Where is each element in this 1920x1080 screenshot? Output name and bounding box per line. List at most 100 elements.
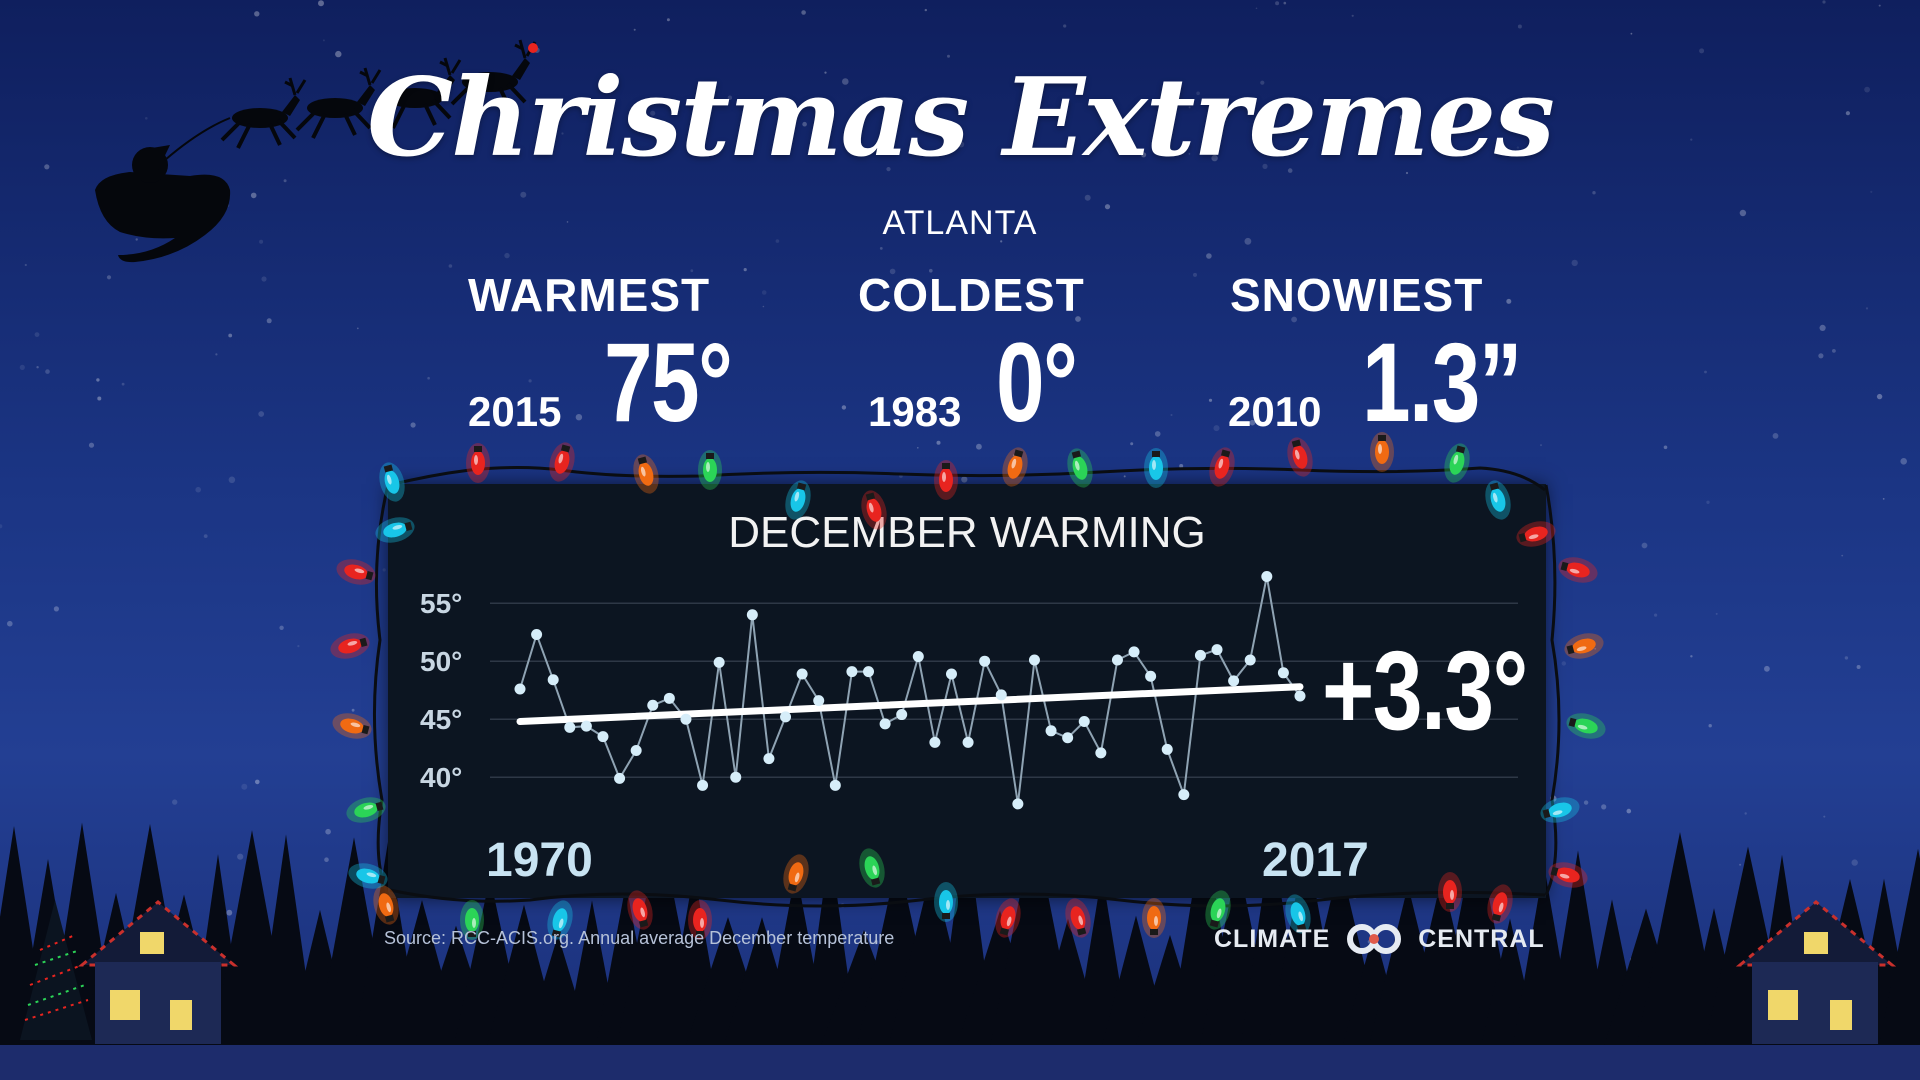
trend-line — [516, 683, 1304, 726]
snowflake — [195, 486, 201, 493]
snowflake — [1260, 80, 1265, 85]
snowflake — [917, 447, 919, 449]
snowflake — [1170, 414, 1173, 416]
snowflake — [1104, 204, 1111, 210]
snowflake — [1844, 656, 1849, 660]
snowflake — [356, 327, 359, 330]
snowflake — [96, 378, 100, 382]
snowflake — [1819, 324, 1826, 331]
snowflake — [254, 779, 260, 785]
snowflake — [1699, 48, 1705, 54]
data-point — [1012, 798, 1024, 810]
snowflake — [1283, 1, 1287, 5]
snowflake — [254, 11, 260, 17]
snowflake — [410, 422, 416, 428]
y-tick-label: 45° — [420, 704, 462, 735]
snowflake — [19, 364, 25, 370]
snowflake — [1706, 500, 1710, 504]
snowflake — [727, 95, 733, 100]
data-point — [1244, 654, 1256, 666]
snowflake — [203, 534, 208, 538]
snowflake — [1029, 299, 1033, 303]
snowflake — [7, 620, 13, 627]
snowflake — [1141, 152, 1147, 158]
snowflake — [1876, 393, 1883, 400]
snowflake — [1832, 349, 1836, 353]
page-title: Christmas Extremes — [367, 55, 1555, 181]
snowflake — [241, 783, 248, 790]
snowflake — [520, 191, 527, 198]
snowflake — [761, 290, 767, 295]
snowflake — [886, 167, 891, 172]
snowflake — [45, 369, 50, 374]
snowflake — [504, 252, 510, 259]
data-point — [1128, 646, 1140, 658]
snowflake — [228, 476, 236, 484]
snowflake — [1715, 612, 1718, 615]
snowflake — [1291, 316, 1297, 323]
stat-label: SNOWIEST — [1230, 269, 1484, 321]
snowflake — [88, 442, 95, 448]
snowflake — [1211, 154, 1218, 162]
data-point — [1178, 789, 1190, 801]
snowflake — [325, 828, 331, 835]
snowflake — [1822, 0, 1826, 4]
snowflake — [927, 110, 932, 115]
snowflake — [1154, 431, 1161, 437]
snowflake — [976, 443, 982, 450]
snowflake — [879, 247, 883, 250]
snowflake — [690, 269, 694, 273]
data-point — [962, 736, 974, 748]
stat-value: 1.3” — [1362, 320, 1522, 445]
data-point — [979, 655, 991, 667]
snowflake — [258, 411, 265, 417]
data-point — [796, 668, 808, 680]
snowflake — [1690, 655, 1693, 658]
data-point — [763, 753, 775, 765]
snowflake — [215, 353, 218, 356]
snowflake — [297, 645, 300, 648]
snowflake — [743, 268, 747, 272]
data-point — [1294, 690, 1306, 702]
snowflake — [1188, 153, 1191, 155]
snowflake — [666, 18, 670, 22]
snowflake — [1506, 298, 1512, 304]
snowflake — [1583, 800, 1589, 805]
snowflake — [1399, 114, 1406, 120]
snowflake — [1405, 171, 1409, 175]
snowflake — [1818, 353, 1824, 359]
snowflake — [279, 625, 284, 630]
city-subtitle: ATLANTA — [882, 204, 1038, 242]
snowflake — [1244, 237, 1252, 245]
data-point — [1261, 571, 1273, 583]
snowflake — [1865, 307, 1869, 310]
snowflake — [427, 376, 430, 380]
data-point — [614, 772, 626, 784]
snowflake — [1000, 240, 1003, 243]
data-point — [647, 699, 659, 711]
snowflake — [1075, 316, 1081, 322]
snowflake — [1663, 445, 1668, 450]
x-end-label: 2017 — [1262, 834, 1369, 887]
snowflake — [1188, 106, 1191, 109]
snowflake — [351, 708, 355, 712]
data-point — [597, 731, 609, 743]
snowflake — [1351, 14, 1354, 17]
data-point — [813, 695, 825, 707]
snowflake — [34, 332, 40, 337]
stat-label: WARMEST — [468, 269, 711, 321]
snowflake — [936, 440, 941, 445]
snowflake — [1540, 444, 1542, 447]
snowflake — [1592, 191, 1596, 195]
data-point — [1028, 654, 1040, 666]
brand-right-text: CENTRAL — [1418, 924, 1545, 953]
snowflake — [1626, 808, 1632, 814]
data-point — [829, 779, 841, 791]
snowflake — [575, 414, 583, 421]
snowflake — [842, 78, 849, 85]
snowflake — [1764, 665, 1770, 672]
snowflake — [1208, 398, 1213, 402]
snowflake — [802, 121, 807, 127]
data-point — [663, 692, 675, 704]
